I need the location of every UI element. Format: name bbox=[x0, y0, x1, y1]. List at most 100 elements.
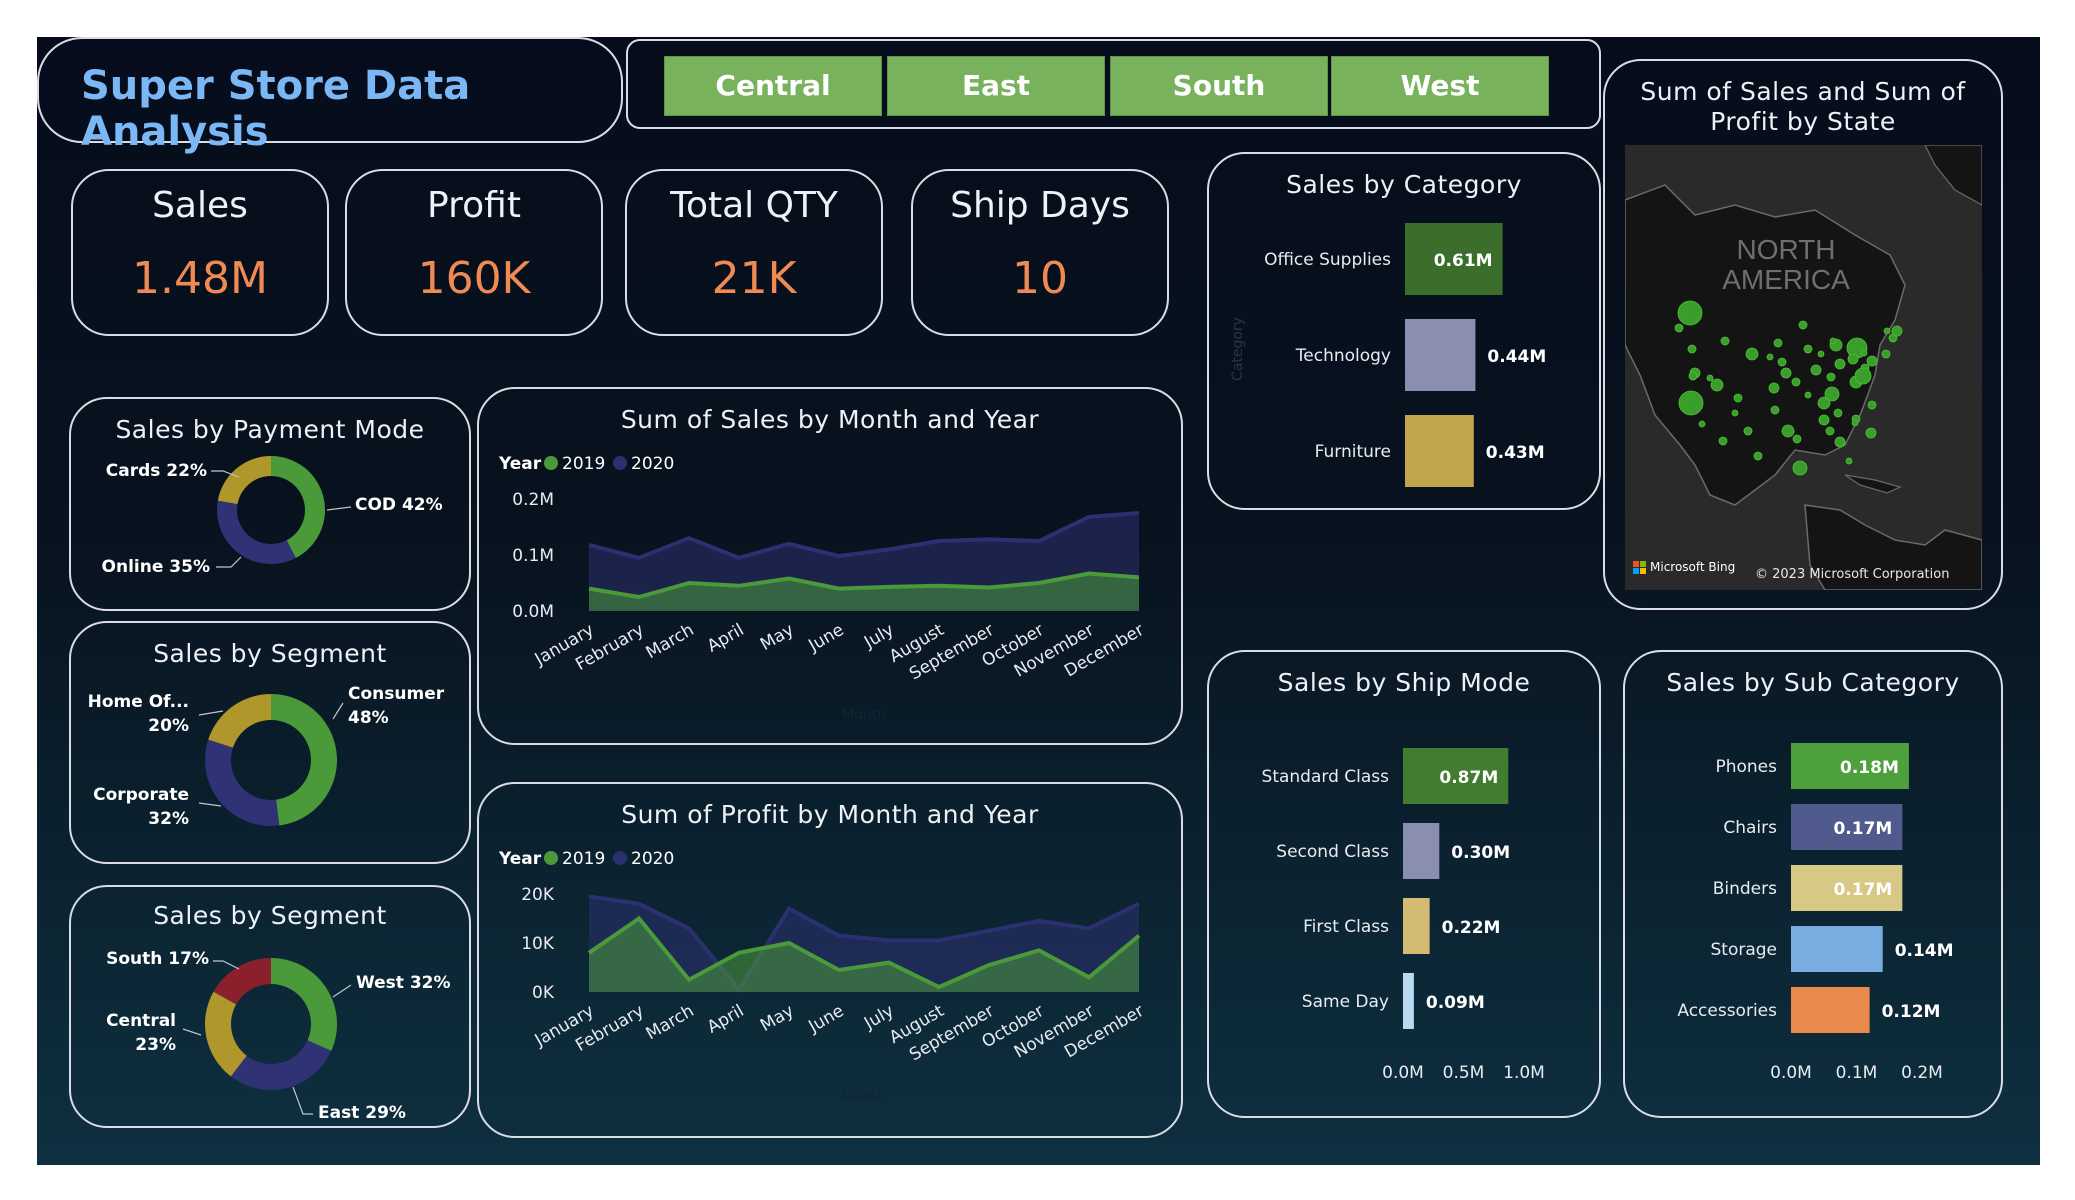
shipmode-card[interactable]: Sales by Ship Mode Standard Class 0.87M Se… bbox=[1207, 650, 1601, 1118]
bar-data-label: 0.17M bbox=[1833, 880, 1892, 900]
bing-logo: Microsoft Bing bbox=[1633, 560, 1735, 574]
state-bubble bbox=[1766, 353, 1774, 361]
kpi-sales-card: Sales 1.48M bbox=[71, 169, 329, 336]
state-bubble bbox=[1688, 371, 1698, 381]
subcategory-bar-chart: Phones 0.18M Chairs 0.17M Binders 0.17M Storag… bbox=[1677, 743, 1954, 1083]
bar bbox=[1791, 865, 1903, 911]
x-tick-label: 0.0M bbox=[1382, 1063, 1424, 1083]
state-bubble bbox=[1851, 419, 1859, 427]
kpi-value: 160K bbox=[417, 253, 531, 304]
donut-slice bbox=[205, 991, 247, 1077]
state-bubble bbox=[1698, 420, 1706, 428]
region-segment-card[interactable]: Sales by Segment West 32% East 29% Central… bbox=[69, 885, 471, 1128]
state-bubble bbox=[1867, 400, 1877, 410]
state-bubble bbox=[1834, 358, 1846, 370]
donut-label: South 17% bbox=[106, 949, 209, 969]
state-bubble bbox=[1865, 427, 1877, 439]
state-bubble bbox=[1792, 460, 1808, 476]
x-tick-label: May bbox=[757, 1001, 797, 1036]
state-bubble bbox=[1845, 457, 1853, 465]
state-bubble bbox=[1687, 344, 1697, 354]
state-bubble bbox=[1718, 436, 1728, 446]
bar bbox=[1403, 898, 1430, 954]
state-bubble bbox=[1777, 357, 1787, 367]
subcategory-card[interactable]: Sales by Sub Category Phones 0.18M Chairs 0… bbox=[1623, 650, 2003, 1118]
land-north-america bbox=[1625, 184, 1906, 506]
state-bubble bbox=[1781, 424, 1795, 438]
donut-slice bbox=[230, 1040, 332, 1090]
slicer-central-button[interactable]: Central bbox=[664, 56, 882, 116]
bar-category-label: Furniture bbox=[1315, 442, 1391, 462]
bar bbox=[1791, 987, 1870, 1033]
state-bubble bbox=[1883, 327, 1891, 335]
bar bbox=[1405, 415, 1474, 487]
donut-label: East 29% bbox=[318, 1103, 406, 1123]
slicer-west-button[interactable]: West bbox=[1331, 56, 1549, 116]
state-bubble bbox=[1826, 372, 1836, 382]
state-bubble bbox=[1743, 426, 1753, 436]
donut-label: 23% bbox=[135, 1035, 176, 1055]
state-bubble bbox=[1866, 355, 1878, 367]
state-bubble bbox=[1810, 364, 1822, 376]
donut-leader-line bbox=[332, 702, 344, 720]
y-tick-label: 0.1M bbox=[512, 546, 554, 566]
slicer-south-button[interactable]: South bbox=[1110, 56, 1328, 116]
donut-label: 48% bbox=[348, 708, 389, 728]
state-map[interactable]: NORTH AMERICA Microsoft Bing © 2023 Micr… bbox=[1625, 145, 1982, 590]
bar-category-label: Standard Class bbox=[1262, 767, 1390, 787]
kpi-value: 10 bbox=[1012, 253, 1068, 304]
state-bubble bbox=[1829, 337, 1837, 345]
land-south-america bbox=[1804, 504, 1982, 590]
bar-category-label: First Class bbox=[1303, 917, 1389, 937]
payment-mode-card[interactable]: Sales by Payment Mode COD 42% Online 35% C… bbox=[69, 397, 471, 611]
series-area bbox=[589, 918, 1139, 992]
x-tick-label: March bbox=[643, 1001, 698, 1044]
donut-label: Home Of... bbox=[88, 692, 189, 712]
bar-data-label: 0.09M bbox=[1426, 993, 1485, 1013]
state-bubble bbox=[1860, 349, 1868, 357]
state-bubble bbox=[1817, 396, 1831, 410]
donut-label: Consumer bbox=[348, 684, 445, 704]
map-copyright: © 2023 Microsoft Corporation bbox=[1755, 567, 1950, 582]
segment-card[interactable]: Sales by Segment Consumer 48% Corporate 32%… bbox=[69, 621, 471, 864]
x-tick-label: June bbox=[805, 620, 848, 656]
slicer-east-button[interactable]: East bbox=[887, 56, 1105, 116]
category-card[interactable]: Sales by Category Office Supplies 0.61M Te… bbox=[1207, 152, 1601, 510]
legend-label: 2020 bbox=[631, 454, 674, 474]
state-bubble bbox=[1773, 338, 1783, 348]
donut-slice bbox=[271, 694, 338, 826]
state-bubble bbox=[1881, 349, 1891, 359]
donut-slice bbox=[205, 739, 280, 826]
x-tick-label: June bbox=[805, 1001, 848, 1037]
x-tick-label: March bbox=[643, 620, 698, 663]
payment-donut-chart: COD 42% Online 35% Cards 22% bbox=[102, 456, 443, 577]
x-tick-label: 0.5M bbox=[1443, 1063, 1485, 1083]
state-bubble bbox=[1753, 451, 1763, 461]
sales-month-card[interactable]: Sum of Sales by Month and Year Year 2019 2… bbox=[477, 387, 1183, 745]
kpi-value: 21K bbox=[711, 253, 797, 304]
x-axis-label: Month bbox=[842, 1088, 886, 1104]
donut-leader-line bbox=[216, 556, 242, 568]
state-bubble bbox=[1768, 382, 1780, 394]
donut-label: Central bbox=[106, 1011, 176, 1031]
series-line bbox=[587, 915, 1141, 990]
title-card: Super Store Data Analysis bbox=[37, 37, 623, 155]
state-bubble bbox=[1710, 378, 1724, 392]
shipmode-bar-chart: Standard Class 0.87M Second Class 0.30M Firs… bbox=[1262, 748, 1545, 1083]
profit-month-card[interactable]: Sum of Profit by Month and Year Year 2019… bbox=[477, 782, 1183, 1138]
donut-leader-line bbox=[326, 506, 352, 511]
bar-category-label: Technology bbox=[1295, 346, 1391, 366]
kpi-qty-card: Total QTY 21K bbox=[625, 169, 883, 336]
chart-title: Sales by Segment bbox=[153, 639, 387, 668]
state-bubble bbox=[1824, 386, 1840, 402]
state-bubble bbox=[1854, 367, 1872, 385]
state-bubble bbox=[1674, 323, 1684, 333]
map-card[interactable]: Sum of Sales and Sum of Profit by State … bbox=[1603, 59, 2003, 610]
series-line bbox=[588, 894, 1140, 993]
legend-marker bbox=[544, 456, 558, 470]
state-bubble bbox=[1833, 408, 1843, 418]
chart-title: Sum of Sales and Sum of Profit by State bbox=[1640, 77, 1966, 136]
legend-label: 2020 bbox=[631, 849, 674, 869]
state-bubble bbox=[1891, 325, 1903, 337]
chart-title: Sales by Ship Mode bbox=[1277, 668, 1531, 697]
